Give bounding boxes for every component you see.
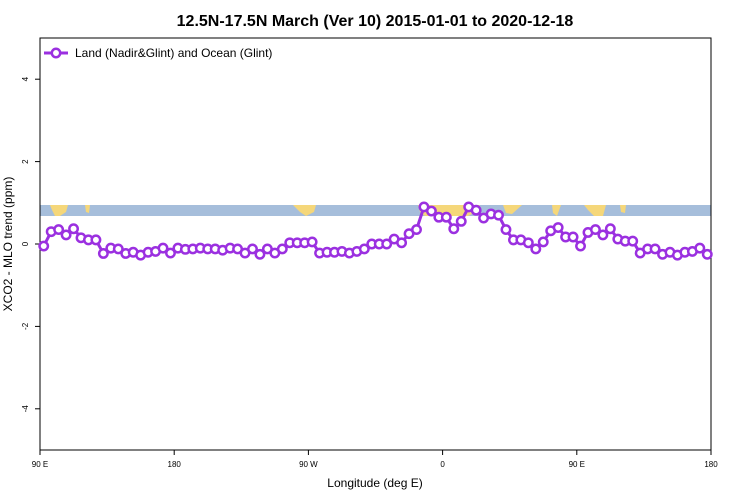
data-point xyxy=(411,224,422,236)
data-point xyxy=(254,248,266,260)
legend-item: Land (Nadir&Glint) and Ocean (Glint) xyxy=(44,46,272,60)
data-point xyxy=(701,248,713,260)
data-point xyxy=(276,243,288,255)
x-tick-label: 180 xyxy=(168,460,182,469)
chart-title: 12.5N-17.5N March (Ver 10) 2015-01-01 to… xyxy=(177,13,574,30)
data-point xyxy=(97,248,109,259)
x-tick-label: 180 xyxy=(704,460,718,469)
data-point xyxy=(537,236,549,248)
data-point xyxy=(493,209,504,221)
data-point xyxy=(589,224,601,236)
land xyxy=(584,205,606,216)
ocean-band xyxy=(40,205,711,216)
data-point xyxy=(38,240,50,252)
data-point xyxy=(530,243,542,255)
data-point xyxy=(649,243,661,255)
data-point xyxy=(597,229,609,241)
y-tick-label: -2 xyxy=(21,322,30,330)
y-tick-label: 4 xyxy=(21,76,30,81)
y-tick-label: 0 xyxy=(21,241,30,246)
data-point xyxy=(247,243,258,255)
data-point xyxy=(112,243,124,255)
data-point xyxy=(470,204,482,216)
y-tick-label: -4 xyxy=(21,405,30,413)
data-point xyxy=(604,223,616,235)
data-point xyxy=(157,242,169,254)
data-point xyxy=(396,237,408,249)
data-point xyxy=(53,224,65,236)
land xyxy=(85,205,90,213)
data-point xyxy=(575,240,586,252)
x-tick-label: 90 W xyxy=(299,460,318,469)
legend-marker xyxy=(50,47,62,59)
data-point xyxy=(552,222,564,233)
y-tick-label: 2 xyxy=(21,159,30,164)
data-point xyxy=(567,231,579,243)
data-point xyxy=(358,243,370,255)
land xyxy=(50,205,68,216)
data-point xyxy=(425,205,437,217)
land xyxy=(552,205,561,216)
data-point xyxy=(60,229,72,241)
y-axis-label: XCO2 - MLO trend (ppm) xyxy=(1,177,15,312)
data-point xyxy=(90,234,102,246)
data-point xyxy=(440,211,452,223)
x-tick-label: 0 xyxy=(440,460,445,469)
data-point xyxy=(694,242,706,254)
data-point xyxy=(455,215,467,227)
x-axis-label: Longitude (deg E) xyxy=(327,476,422,490)
data-point xyxy=(448,223,460,235)
data-point xyxy=(522,237,534,249)
data-point xyxy=(381,238,393,250)
land xyxy=(293,205,316,216)
data-point xyxy=(165,247,176,259)
data-point xyxy=(68,223,80,235)
land xyxy=(620,205,626,213)
legend-label: Land (Nadir&Glint) and Ocean (Glint) xyxy=(75,46,272,60)
land xyxy=(503,205,522,214)
x-tick-label: 90 E xyxy=(32,460,48,469)
map-strip xyxy=(40,205,711,216)
x-tick-label: 90 E xyxy=(569,460,585,469)
data-point xyxy=(627,235,639,247)
data-point xyxy=(500,224,512,236)
data-point xyxy=(306,236,318,248)
